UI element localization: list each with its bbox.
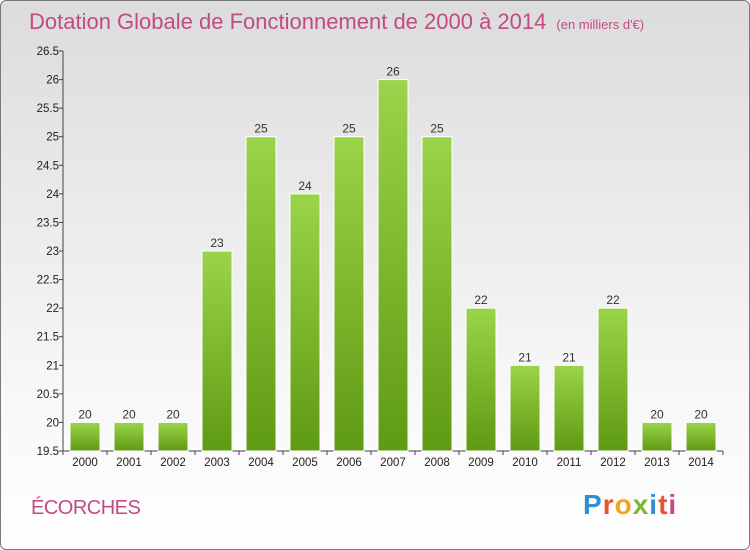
bar-value-label: 23 xyxy=(210,236,224,250)
x-tick-label: 2009 xyxy=(468,457,494,469)
bar-value-label: 25 xyxy=(342,122,356,136)
title-text: Dotation Globale de Fonctionnement de 20… xyxy=(29,9,547,34)
x-tick-label: 2012 xyxy=(600,457,626,469)
y-tick-label: 23 xyxy=(46,246,59,258)
bar-2006 xyxy=(333,136,365,452)
x-tick-label: 2007 xyxy=(380,457,406,469)
y-tick-label: 24 xyxy=(46,189,59,201)
y-tick-label: 20.5 xyxy=(37,389,59,401)
bar-value-label: 25 xyxy=(254,122,268,136)
logo-letter: r xyxy=(602,489,615,520)
x-tick-label: 2000 xyxy=(72,457,98,469)
bar-2014 xyxy=(685,421,717,452)
x-tick-label: 2002 xyxy=(160,457,186,469)
y-tick-label: 20 xyxy=(46,417,59,429)
x-tick-label: 2001 xyxy=(116,457,142,469)
y-tick-label: 25 xyxy=(46,132,59,144)
x-tick-label: 2013 xyxy=(644,457,670,469)
x-tick-label: 2008 xyxy=(424,457,450,469)
town-name: ÉCORCHES xyxy=(31,497,141,519)
bar-value-label: 20 xyxy=(166,407,180,421)
x-tick-label: 2003 xyxy=(204,457,230,469)
proxiti-logo: Proxiti xyxy=(583,489,677,521)
y-tick-label: 26.5 xyxy=(37,46,59,58)
y-tick-label: 21 xyxy=(46,360,59,372)
x-tick-label: 2014 xyxy=(688,457,714,469)
bar-2010 xyxy=(509,364,541,452)
unit-subtitle: (en milliers d'€) xyxy=(556,17,645,32)
x-tick-label: 2005 xyxy=(292,457,318,469)
bar-2005 xyxy=(289,193,321,452)
bar-2000 xyxy=(69,421,101,452)
y-tick-label: 22.5 xyxy=(37,275,59,287)
logo-letter: i xyxy=(668,489,678,520)
logo-letter: o xyxy=(614,489,633,520)
bar-2004 xyxy=(245,136,277,452)
bar-value-label: 25 xyxy=(430,122,444,136)
logo-letter: i xyxy=(649,489,659,520)
bar-value-label: 26 xyxy=(386,65,400,79)
y-tick-label: 22 xyxy=(46,303,59,315)
bar-2001 xyxy=(113,421,145,452)
bar-value-label: 20 xyxy=(122,407,136,421)
logo-letter: x xyxy=(632,489,650,520)
bar-2003 xyxy=(201,250,233,452)
logo-letter: P xyxy=(583,489,603,520)
bar-2008 xyxy=(421,136,453,452)
bar-2002 xyxy=(157,421,189,452)
bar-value-label: 21 xyxy=(518,350,532,364)
bar-2012 xyxy=(597,307,629,452)
logo-letter: t xyxy=(658,489,669,520)
bar-value-label: 22 xyxy=(474,293,488,307)
bar-value-label: 20 xyxy=(694,407,708,421)
y-tick-label: 26 xyxy=(46,75,59,87)
x-tick-label: 2011 xyxy=(557,457,582,469)
y-tick-label: 21.5 xyxy=(37,332,59,344)
x-tick-label: 2006 xyxy=(336,457,362,469)
bar-2011 xyxy=(553,364,585,452)
y-tick-label: 23.5 xyxy=(37,217,59,229)
bar-value-label: 24 xyxy=(298,179,312,193)
bar-value-label: 22 xyxy=(606,293,620,307)
bar-2007 xyxy=(377,79,409,452)
x-tick-label: 2010 xyxy=(512,457,538,469)
x-tick-label: 2004 xyxy=(248,457,274,469)
bar-2009 xyxy=(465,307,497,452)
bar-value-label: 20 xyxy=(78,407,92,421)
bar-2013 xyxy=(641,421,673,452)
chart-title: Dotation Globale de Fonctionnement de 20… xyxy=(29,9,644,35)
bar-value-label: 20 xyxy=(650,407,664,421)
y-tick-label: 24.5 xyxy=(37,160,59,172)
y-tick-label: 25.5 xyxy=(37,103,59,115)
bar-value-label: 21 xyxy=(562,350,576,364)
y-tick-label: 19.5 xyxy=(37,446,59,458)
